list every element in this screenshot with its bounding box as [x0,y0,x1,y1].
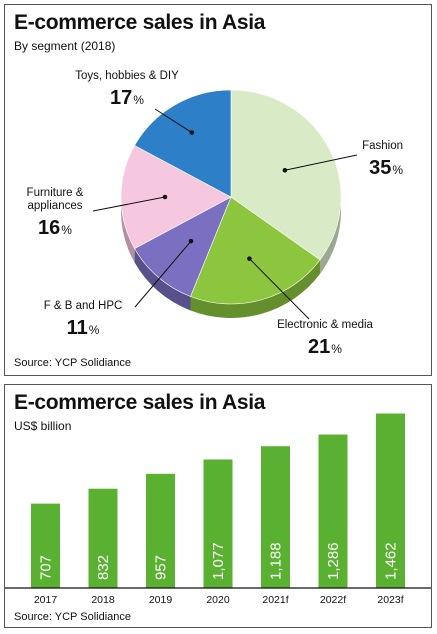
pie-label-toys-hobbies-diy: Toys, hobbies & DIY [75,70,179,82]
x-tick-label-2017: 2017 [34,594,58,606]
pie-value-suffix-f-b-and-hpc: % [89,323,100,337]
pie-slice-side-furniture-appliances [121,197,135,263]
bar-chart-source: Source: YCP Solidiance [14,611,131,623]
pie-chart-title: E-commerce sales in Asia [14,11,266,34]
bar-value-label-2021f: 1,188 [268,542,285,580]
bar-2018 [88,488,118,588]
bar-value-label-2020: 1,077 [210,542,227,580]
pie-value-number-furniture-appliances: 16 [38,217,60,239]
pie-leader-f-b-and-hpc [134,240,192,308]
x-tick-label-2023f: 2023f [377,594,403,606]
bar-2023f [376,413,405,588]
x-tick-label-2019: 2019 [149,594,173,606]
bars-group: 707 2017 832 2018 957 2019 1,077 2020 1,188 2021f… [31,413,405,606]
pie-value-number-fashion: 35 [369,157,391,179]
pie-value-electronic-media: 21% [308,336,342,358]
bar-chart-panel: E-commerce sales in Asia US$ billion 707… [4,384,432,628]
pie-chart-source: Source: YCP Solidiance [14,357,131,369]
pie-labels-group: Fashion 35% Electronic & media 21% F & B and… [27,70,404,358]
pie-slice-side-fashion [319,197,341,274]
pie-leader-dot-furniture-appliances [162,194,168,200]
bar-2021f [261,446,290,588]
pie-value-toys-hobbies-diy: 17% [110,87,144,109]
pie-value-suffix-fashion: % [392,163,403,177]
bar-chart-subtitle: US$ billion [14,419,72,433]
pie-slice-side-electronic-media [190,259,320,318]
bar-chart-title: E-commerce sales in Asia [14,391,266,414]
pie-slices-group [120,89,342,305]
pie-depth-group [121,197,341,318]
bar-2017 [31,503,60,588]
pie-value-suffix-furniture-appliances: % [61,223,72,237]
x-tick-label-2020: 2020 [206,594,230,606]
bar-2020 [203,459,233,588]
pie-slice-fashion [230,89,342,261]
pie-slice-electronic-media [190,196,321,305]
bar-value-label-2019: 957 [153,555,170,580]
pie-leader-furniture-appliances [92,196,166,212]
x-tick-label-2018: 2018 [91,594,115,606]
bar-value-label-2022f: 1,286 [325,542,342,580]
pie-leader-electronic-media [249,258,310,320]
bar-chart: 707 2017 832 2018 957 2019 1,077 2020 1,188 2021f… [5,413,431,606]
pie-leader-dot-electronic-media [247,256,252,261]
pie-value-number-toys-hobbies-diy: 17 [110,87,132,109]
bar-2022f [318,434,348,588]
pie-leader-dot-f-b-and-hpc [188,238,194,244]
pie-slice-side-f-b-and-hpc [134,248,191,311]
pie-leader-dot-fashion [282,167,288,173]
pie-value-fashion: 35% [369,157,403,179]
bar-value-label-2017: 707 [38,555,55,580]
pie-label-f-b-and-hpc: F & B and HPC [44,300,123,312]
pie-value-suffix-electronic-media: % [331,342,342,356]
bar-2019 [146,473,175,588]
bar-value-label-2018: 832 [95,555,112,580]
pie-slice-toys-hobbies-diy [134,89,232,198]
pie-leader-fashion [284,154,358,171]
pie-label-electronic-media: Electronic & media [277,319,373,331]
pie-label-fashion: Fashion [362,140,403,152]
bar-value-label-2023f: 1,462 [383,542,400,580]
pie-chart: Fashion 35% Electronic & media 21% F & B and… [27,70,404,358]
pie-value-suffix-toys-hobbies-diy: % [133,93,144,107]
pie-leader-dot-toys-hobbies-diy [189,130,195,135]
pie-value-number-f-b-and-hpc: 11 [67,317,88,339]
pie-slice-f-b-and-hpc [134,196,232,297]
pie-chart-subtitle: By segment (2018) [14,39,116,53]
pie-chart-panel: E-commerce sales in Asia By segment (201… [4,4,432,376]
pie-value-number-electronic-media: 21 [308,336,330,358]
pie-leader-toys-hobbies-diy [154,108,193,133]
pie-label-furniture-appliances-line-1: Furniture & [27,187,84,199]
x-tick-label-2021f: 2021f [262,594,288,606]
pie-label-furniture-appliances-line-2: appliances [28,200,83,212]
pie-value-f-b-and-hpc: 11% [67,317,100,339]
pie-value-furniture-appliances: 16% [38,217,72,239]
x-tick-label-2022f: 2022f [320,594,346,606]
pie-slice-furniture-appliances [120,145,232,249]
